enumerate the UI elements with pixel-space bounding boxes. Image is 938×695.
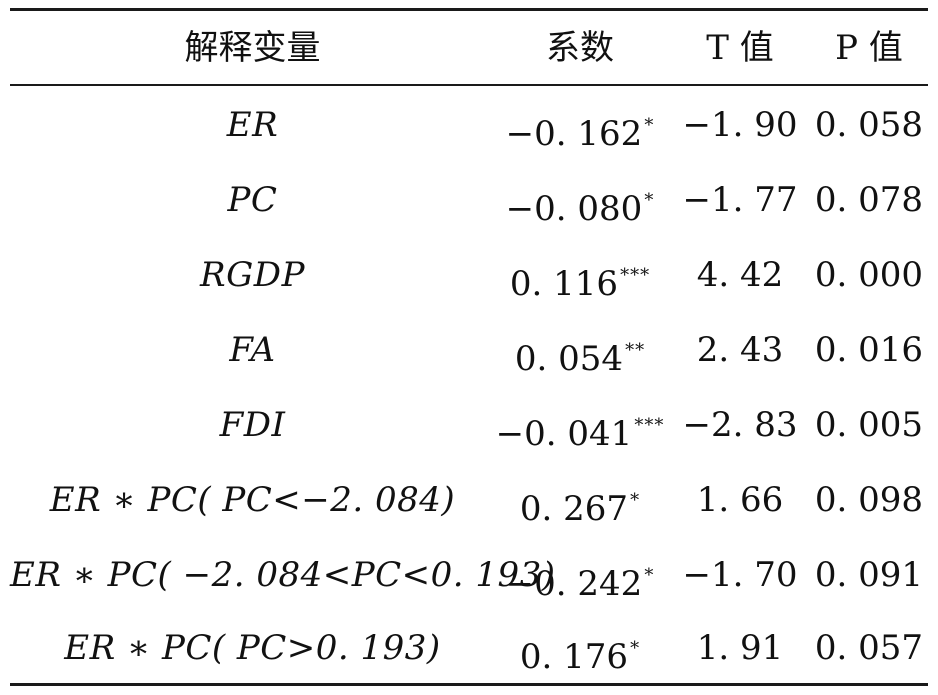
header-row: 解释变量 系数 T 值 P 值	[10, 11, 928, 86]
coef-value: −0. 242	[505, 564, 643, 604]
row-p: 0. 000	[814, 255, 924, 295]
row-coef: −0. 041 ***	[490, 388, 670, 463]
row-coef: 0. 116 ***	[490, 238, 670, 313]
header-coef: 系数	[546, 28, 614, 68]
row-t: 1. 91	[696, 628, 784, 668]
significance-stars: *	[630, 638, 641, 659]
row-variable: PC	[227, 180, 278, 220]
significance-stars: *	[644, 190, 655, 211]
table-row: ER ∗ PC( −2. 084<PC<0. 193) −0. 242 * −1.…	[10, 538, 928, 613]
row-p: 0. 057	[814, 628, 924, 668]
row-p: 0. 005	[814, 405, 924, 445]
significance-stars: **	[625, 340, 646, 361]
significance-stars: *	[644, 115, 655, 136]
row-coef: 0. 267 *	[490, 463, 670, 538]
row-variable: ER ∗ PC( −2. 084<PC<0. 193)	[10, 555, 556, 595]
row-p: 0. 078	[814, 180, 924, 220]
row-t: 4. 42	[696, 255, 784, 295]
significance-stars: *	[644, 565, 655, 586]
header-variable: 解释变量	[184, 28, 321, 68]
table-row: ER ∗ PC( PC<−2. 084) 0. 267 * 1. 66 0. 09…	[10, 463, 928, 538]
row-t: 1. 66	[696, 480, 784, 520]
row-t: −1. 77	[682, 180, 798, 220]
table-row: ER −0. 162 * −1. 90 0. 058	[10, 88, 928, 163]
coef-value: 0. 267	[519, 489, 629, 529]
table-row: FDI −0. 041 *** −2. 83 0. 005	[10, 388, 928, 463]
row-t: −1. 90	[682, 105, 798, 145]
row-t: −2. 83	[682, 405, 798, 445]
row-p: 0. 098	[814, 480, 924, 520]
header-t: T 值	[706, 28, 774, 68]
row-coef: −0. 162 *	[490, 88, 670, 163]
coef-value: −0. 080	[505, 189, 643, 229]
row-coef: −0. 080 *	[490, 163, 670, 238]
table-row: PC −0. 080 * −1. 77 0. 078	[10, 163, 928, 238]
row-t: 2. 43	[696, 330, 784, 370]
table-row: FA 0. 054 ** 2. 43 0. 016	[10, 313, 928, 388]
header-p: P 值	[835, 28, 903, 68]
row-variable: ER	[226, 105, 279, 145]
coef-value: 0. 054	[514, 339, 624, 379]
row-t: −1. 70	[682, 555, 798, 595]
coef-value: −0. 041	[495, 414, 633, 454]
table-row: ER ∗ PC( PC>0. 193) 0. 176 * 1. 91 0. 057	[10, 611, 928, 686]
coef-value: −0. 162	[505, 114, 643, 154]
significance-stars: *	[630, 490, 641, 511]
significance-stars: ***	[634, 415, 665, 436]
regression-table: 解释变量 系数 T 值 P 值 ER −0. 162 * −1. 90 0. 05…	[10, 8, 928, 686]
header-rule	[10, 84, 928, 86]
row-p: 0. 058	[814, 105, 924, 145]
bottom-rule	[10, 683, 928, 686]
row-variable: ER ∗ PC( PC>0. 193)	[64, 628, 441, 668]
top-rule	[10, 8, 928, 11]
row-p: 0. 091	[814, 555, 924, 595]
row-coef: −0. 242 *	[490, 538, 670, 613]
row-variable: FDI	[219, 405, 286, 445]
significance-stars: ***	[620, 265, 651, 286]
row-variable: ER ∗ PC( PC<−2. 084)	[49, 480, 456, 520]
row-variable: FA	[229, 330, 276, 370]
row-coef: 0. 054 **	[490, 313, 670, 388]
row-p: 0. 016	[814, 330, 924, 370]
table-row: RGDP 0. 116 *** 4. 42 0. 000	[10, 238, 928, 313]
row-variable: RGDP	[200, 255, 305, 295]
coef-value: 0. 116	[509, 264, 619, 304]
row-coef: 0. 176 *	[490, 611, 670, 686]
coef-value: 0. 176	[519, 637, 629, 677]
